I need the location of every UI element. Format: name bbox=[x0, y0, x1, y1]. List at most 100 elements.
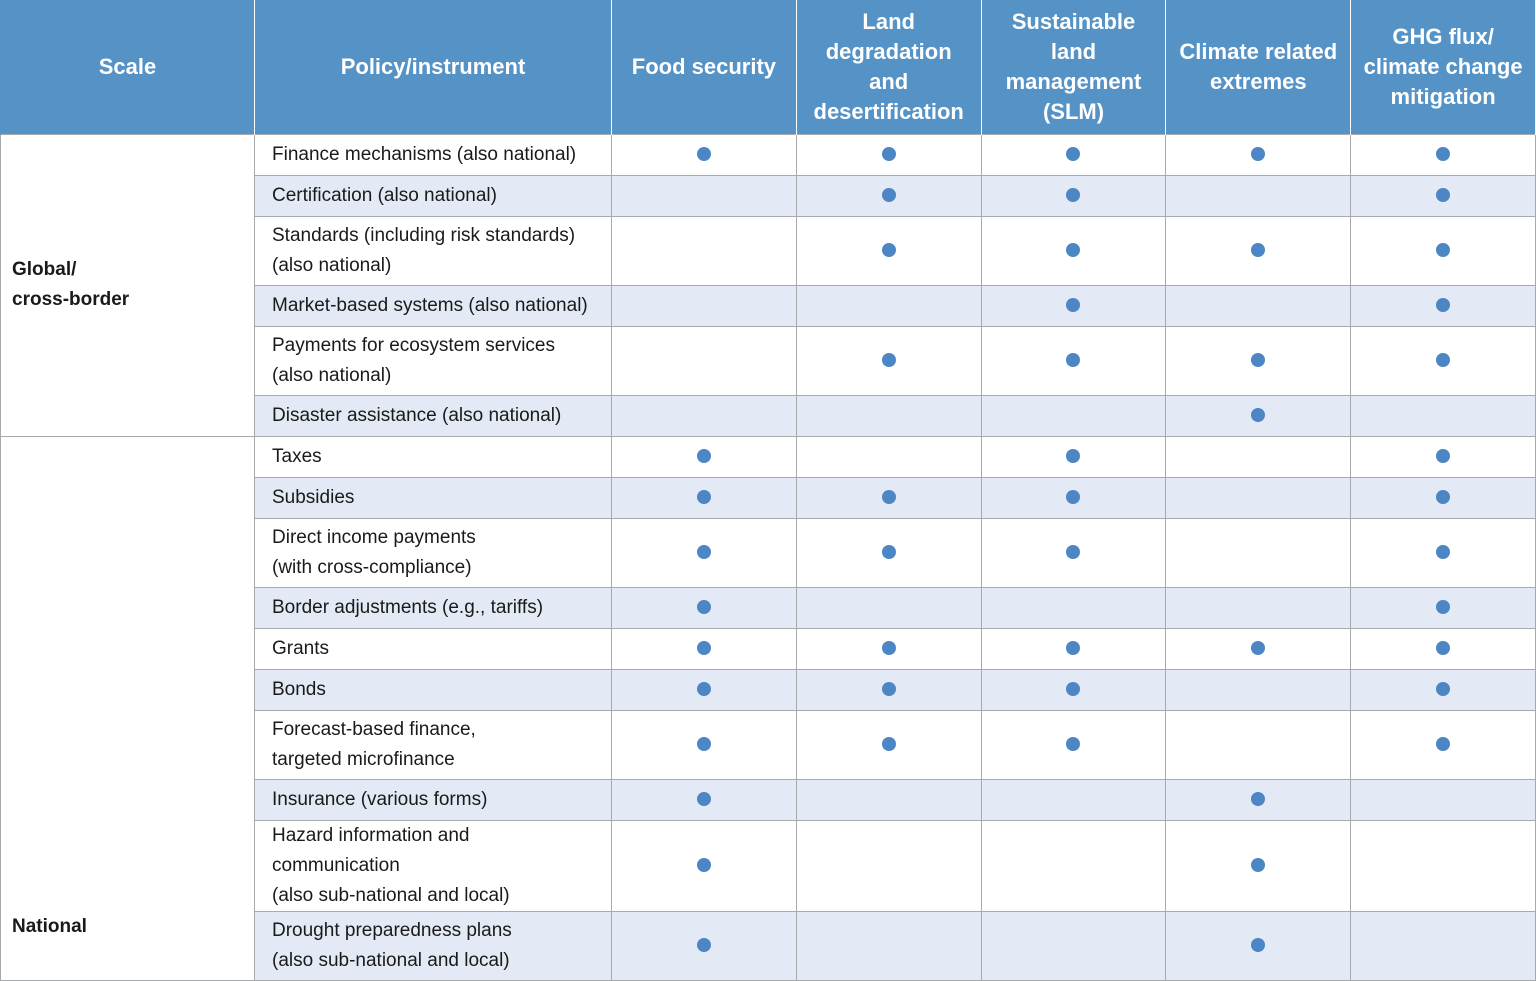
scale-label: National bbox=[12, 915, 87, 937]
mark-cell bbox=[1165, 517, 1352, 588]
mark-cell bbox=[1350, 778, 1536, 821]
mark-cell bbox=[795, 586, 982, 629]
filled-dot-icon bbox=[1436, 147, 1451, 162]
filled-dot-icon bbox=[1251, 938, 1266, 953]
filled-dot-icon bbox=[696, 682, 711, 697]
filled-dot-icon bbox=[881, 147, 896, 162]
mark-cell bbox=[611, 284, 797, 327]
policy-instrument-label: Insurance (various forms) bbox=[254, 778, 612, 821]
filled-dot-icon bbox=[881, 641, 896, 656]
mark-cell bbox=[795, 668, 982, 711]
table-row: Direct income payments (with cross-compl… bbox=[1, 517, 1536, 588]
mark-cell bbox=[795, 819, 982, 912]
mark-cell bbox=[611, 215, 797, 286]
mark-cell bbox=[1350, 668, 1536, 711]
table-row: Grants bbox=[1, 627, 1536, 670]
filled-dot-icon bbox=[1066, 243, 1081, 258]
scale-cell-national: National bbox=[0, 435, 255, 981]
mark-cell bbox=[1350, 476, 1536, 519]
filled-dot-icon bbox=[696, 600, 711, 615]
scale-label: Global/ cross-border bbox=[12, 259, 130, 310]
header-land-degradation: Land degradation and desertification bbox=[795, 0, 982, 134]
mark-cell bbox=[611, 325, 797, 396]
mark-cell bbox=[980, 284, 1167, 327]
mark-cell bbox=[980, 394, 1167, 437]
filled-dot-icon bbox=[1066, 353, 1081, 368]
mark-cell bbox=[795, 910, 982, 981]
mark-cell bbox=[795, 517, 982, 588]
mark-cell bbox=[1165, 627, 1352, 670]
table-row: Hazard information and communication (al… bbox=[1, 819, 1536, 912]
filled-dot-icon bbox=[696, 858, 711, 873]
filled-dot-icon bbox=[1251, 641, 1266, 656]
mark-cell bbox=[1350, 517, 1536, 588]
mark-cell bbox=[1165, 215, 1352, 286]
mark-cell bbox=[795, 435, 982, 478]
mark-cell bbox=[795, 778, 982, 821]
filled-dot-icon bbox=[1251, 243, 1266, 258]
mark-cell bbox=[1350, 435, 1536, 478]
mark-cell bbox=[611, 668, 797, 711]
table-row: Certification (also national) bbox=[1, 174, 1536, 217]
policy-instrument-label: Border adjustments (e.g., tariffs) bbox=[254, 586, 612, 629]
mark-cell bbox=[795, 174, 982, 217]
mark-cell bbox=[795, 709, 982, 780]
filled-dot-icon bbox=[1066, 298, 1081, 313]
mark-cell bbox=[980, 517, 1167, 588]
mark-cell bbox=[1350, 325, 1536, 396]
mark-cell bbox=[1350, 284, 1536, 327]
filled-dot-icon bbox=[1251, 858, 1266, 873]
filled-dot-icon bbox=[1436, 545, 1451, 560]
filled-dot-icon bbox=[696, 737, 711, 752]
mark-cell bbox=[980, 325, 1167, 396]
mark-cell bbox=[1350, 910, 1536, 981]
filled-dot-icon bbox=[1251, 147, 1266, 162]
mark-cell bbox=[795, 215, 982, 286]
header-row: Scale Policy/instrument Food security La… bbox=[0, 0, 1536, 134]
filled-dot-icon bbox=[1066, 490, 1081, 505]
mark-cell bbox=[980, 476, 1167, 519]
mark-cell bbox=[1350, 394, 1536, 437]
mark-cell bbox=[1165, 174, 1352, 217]
table-row: Subsidies bbox=[1, 476, 1536, 519]
mark-cell bbox=[611, 709, 797, 780]
filled-dot-icon bbox=[696, 449, 711, 464]
mark-cell bbox=[795, 394, 982, 437]
filled-dot-icon bbox=[1066, 545, 1081, 560]
policy-instrument-label: Certification (also national) bbox=[254, 174, 612, 217]
policy-instrument-label: Forecast-based finance, targeted microfi… bbox=[254, 709, 612, 780]
filled-dot-icon bbox=[696, 545, 711, 560]
mark-cell bbox=[1165, 284, 1352, 327]
filled-dot-icon bbox=[696, 147, 711, 162]
header-food-security: Food security bbox=[611, 0, 797, 134]
mark-cell bbox=[980, 435, 1167, 478]
table-row: National Taxes bbox=[0, 435, 1536, 981]
mark-cell bbox=[795, 133, 982, 176]
mark-cell bbox=[1165, 476, 1352, 519]
mark-cell bbox=[1350, 174, 1536, 217]
mark-cell bbox=[980, 215, 1167, 286]
mark-cell bbox=[980, 910, 1167, 981]
policy-instrument-label: Finance mechanisms (also national) bbox=[254, 133, 612, 176]
table-row: Border adjustments (e.g., tariffs) bbox=[1, 586, 1536, 629]
header-climate-related-extremes: Climate related extremes bbox=[1165, 0, 1352, 134]
filled-dot-icon bbox=[696, 490, 711, 505]
policy-instrument-label: Direct income payments (with cross-compl… bbox=[254, 517, 612, 588]
mark-cell bbox=[611, 778, 797, 821]
filled-dot-icon bbox=[881, 737, 896, 752]
filled-dot-icon bbox=[1436, 449, 1451, 464]
scale-cell-global: Global/ cross-border bbox=[0, 133, 255, 437]
table-row: Payments for ecosystem services (also na… bbox=[1, 325, 1536, 396]
mark-cell bbox=[980, 778, 1167, 821]
mark-cell bbox=[1165, 133, 1352, 176]
filled-dot-icon bbox=[1066, 737, 1081, 752]
mark-cell bbox=[1165, 435, 1352, 478]
mark-cell bbox=[611, 517, 797, 588]
mark-cell bbox=[980, 174, 1167, 217]
table-row: Market-based systems (also national) bbox=[1, 284, 1536, 327]
policy-instrument-label: Drought preparedness plans (also sub-nat… bbox=[254, 910, 612, 981]
filled-dot-icon bbox=[881, 490, 896, 505]
policy-instrument-label: Market-based systems (also national) bbox=[254, 284, 612, 327]
policy-instrument-label: Disaster assistance (also national) bbox=[254, 394, 612, 437]
mark-cell bbox=[611, 910, 797, 981]
